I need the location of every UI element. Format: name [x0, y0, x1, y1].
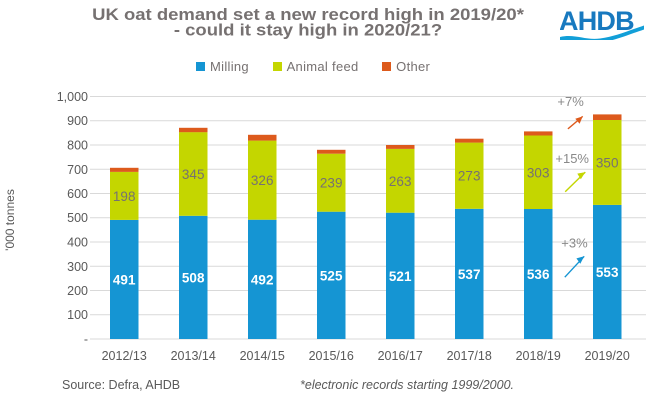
svg-text:508: 508	[182, 270, 205, 285]
svg-text:263: 263	[389, 174, 412, 189]
svg-text:537: 537	[458, 267, 481, 282]
svg-text:500: 500	[67, 211, 88, 225]
svg-text:2019/20: 2019/20	[585, 349, 630, 363]
svg-text:900: 900	[67, 114, 88, 128]
svg-text:2015/16: 2015/16	[309, 349, 354, 363]
svg-text:+3%: +3%	[561, 236, 588, 251]
svg-text:239: 239	[320, 176, 343, 191]
svg-text:2012/13: 2012/13	[102, 349, 147, 363]
svg-text:525: 525	[320, 268, 343, 283]
svg-text:492: 492	[251, 272, 274, 287]
svg-text:-: -	[84, 333, 88, 347]
svg-text:1,000: 1,000	[57, 90, 88, 104]
svg-text:800: 800	[67, 139, 88, 153]
svg-text:700: 700	[67, 163, 88, 177]
svg-text:2016/17: 2016/17	[378, 349, 423, 363]
svg-text:100: 100	[67, 308, 88, 322]
svg-text:+7%: +7%	[557, 94, 584, 109]
svg-text:536: 536	[527, 267, 550, 282]
svg-text:326: 326	[251, 173, 274, 188]
svg-text:2014/15: 2014/15	[240, 349, 285, 363]
svg-text:300: 300	[67, 260, 88, 274]
svg-text:400: 400	[67, 236, 88, 250]
svg-text:600: 600	[67, 187, 88, 201]
svg-text:350: 350	[596, 156, 619, 171]
svg-text:2013/14: 2013/14	[171, 349, 216, 363]
svg-text:2017/18: 2017/18	[447, 349, 492, 363]
svg-text:553: 553	[596, 265, 619, 280]
svg-text:200: 200	[67, 284, 88, 298]
svg-text:'000 tonnes: '000 tonnes	[3, 189, 17, 251]
svg-text:2018/19: 2018/19	[516, 349, 561, 363]
svg-text:345: 345	[182, 167, 205, 182]
svg-text:303: 303	[527, 165, 550, 180]
svg-text:273: 273	[458, 169, 481, 184]
svg-text:+15%: +15%	[555, 151, 589, 166]
svg-text:521: 521	[389, 269, 412, 284]
svg-text:491: 491	[113, 273, 136, 288]
svg-text:198: 198	[113, 189, 136, 204]
